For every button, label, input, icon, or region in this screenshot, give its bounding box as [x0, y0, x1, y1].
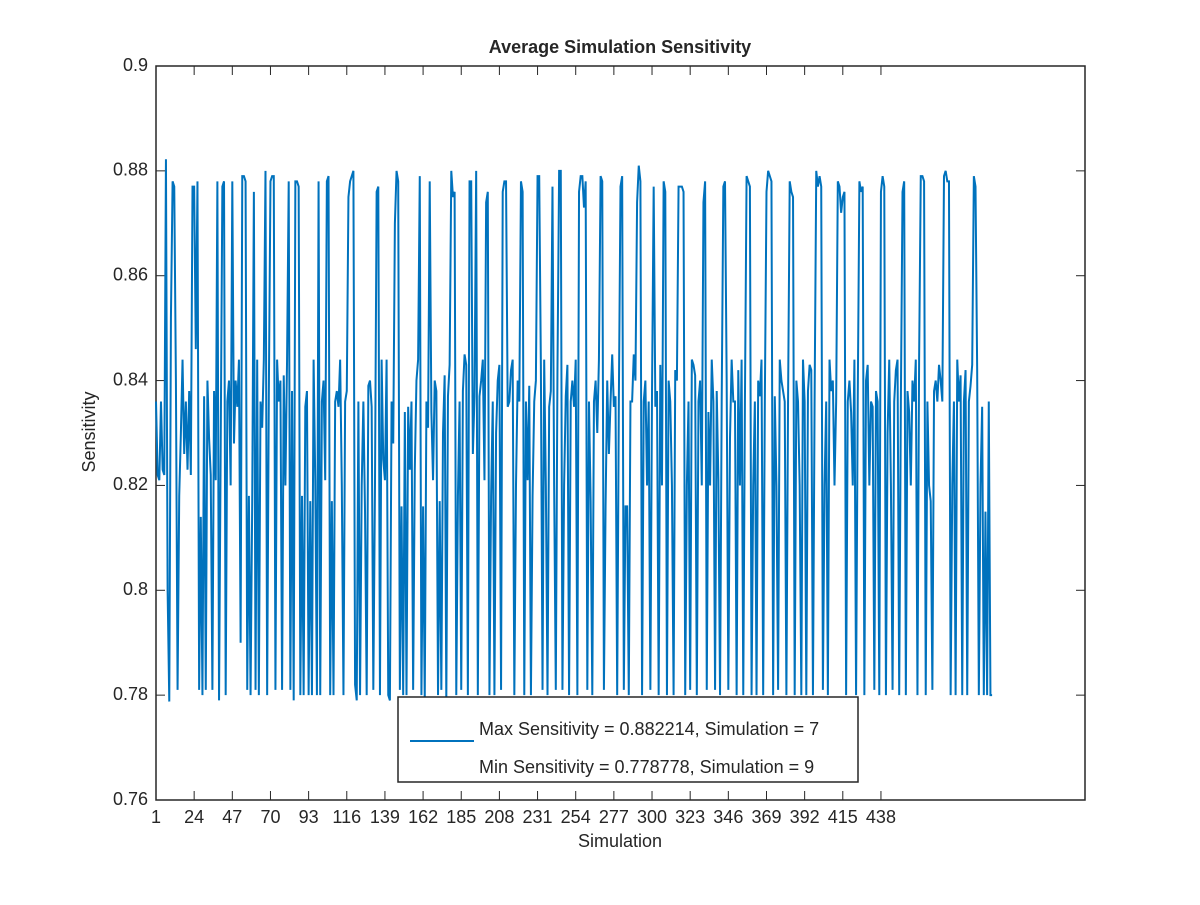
- x-tick-label: 231: [523, 807, 553, 827]
- legend-label: Min Sensitivity = 0.778778, Simulation =…: [479, 757, 814, 777]
- x-tick-label: 116: [332, 807, 361, 827]
- legend-box: [397, 696, 859, 783]
- x-tick-label: 277: [599, 807, 629, 827]
- y-tick-label: 0.88: [113, 160, 148, 180]
- x-tick-label: 392: [790, 807, 820, 827]
- y-tick-label: 0.78: [113, 684, 148, 704]
- x-tick-label: 254: [561, 807, 591, 827]
- y-tick-label: 0.76: [113, 789, 148, 809]
- x-tick-label: 185: [446, 807, 476, 827]
- y-tick-label: 0.86: [113, 264, 148, 284]
- y-tick-label: 0.9: [123, 55, 148, 75]
- x-tick-label: 300: [637, 807, 667, 827]
- x-tick-label: 139: [370, 807, 400, 827]
- x-tick-label: 70: [260, 807, 280, 827]
- y-tick-label: 0.84: [113, 369, 148, 389]
- x-tick-label: 162: [408, 807, 438, 827]
- x-tick-label: 438: [866, 807, 896, 827]
- x-tick-label: 47: [222, 807, 242, 827]
- x-axis-label: Simulation: [578, 831, 662, 851]
- x-tick-label: 208: [484, 807, 514, 827]
- x-tick-label: 323: [675, 807, 705, 827]
- x-tick-label: 369: [751, 807, 781, 827]
- data-line: [155, 159, 993, 702]
- x-tick-label: 24: [184, 807, 204, 827]
- x-tick-label: 415: [828, 807, 858, 827]
- legend-label: Max Sensitivity = 0.882214, Simulation =…: [479, 719, 819, 739]
- x-tick-label: 1: [151, 807, 161, 827]
- x-tick-label: 93: [299, 807, 319, 827]
- y-axis-label: Sensitivity: [79, 391, 99, 472]
- x-tick-label: 346: [713, 807, 743, 827]
- chart-title: Average Simulation Sensitivity: [489, 37, 751, 57]
- y-tick-label: 0.82: [113, 474, 148, 494]
- y-tick-label: 0.8: [123, 579, 148, 599]
